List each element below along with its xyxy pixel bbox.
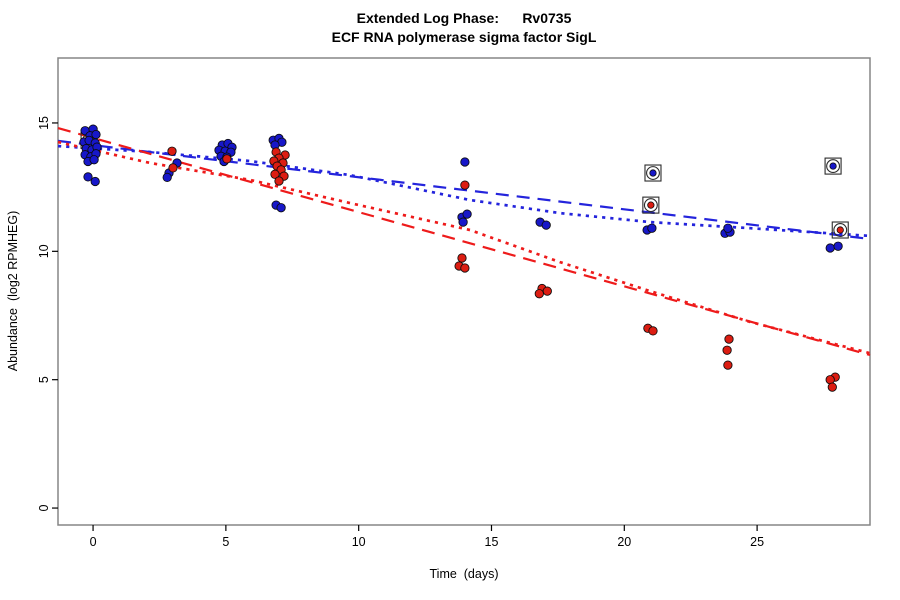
data-point-condition-red xyxy=(168,163,178,173)
data-point-condition-red xyxy=(222,154,232,164)
blue-smooth-fit-line xyxy=(57,144,871,238)
data-point-condition-red xyxy=(274,176,284,186)
data-point-condition-red xyxy=(457,253,467,263)
data-point-condition-blue xyxy=(460,157,470,167)
data-point-condition-red xyxy=(534,289,544,299)
outlier-circle-marker xyxy=(643,198,658,213)
data-point-condition-red xyxy=(167,146,177,156)
y-tick-label: 0 xyxy=(37,505,51,512)
data-point-condition-blue xyxy=(541,220,551,230)
data-point-condition-red xyxy=(827,382,837,392)
y-tick-label: 15 xyxy=(37,116,51,130)
data-point-condition-red xyxy=(542,286,552,296)
data-point-condition-blue xyxy=(276,203,286,213)
red-smooth-fit-line xyxy=(57,140,871,355)
outlier-data-point xyxy=(836,226,844,234)
outlier-square-marker xyxy=(644,164,662,182)
data-point-condition-blue xyxy=(90,176,100,187)
outlier-circle-marker xyxy=(826,159,841,174)
outlier-data-point xyxy=(647,201,655,209)
y-tick-label: 10 xyxy=(37,244,51,258)
chart-title: Extended Log Phase: Rv0735 xyxy=(356,10,572,26)
data-point-condition-red xyxy=(270,169,280,179)
data-point-condition-red xyxy=(460,263,470,273)
x-tick-label: 0 xyxy=(90,535,97,549)
x-tick-label: 25 xyxy=(750,535,764,549)
data-point-condition-blue xyxy=(825,243,835,253)
outlier-circle-marker xyxy=(646,166,660,180)
data-point-condition-red xyxy=(723,360,733,370)
data-point-condition-blue xyxy=(162,172,172,183)
chart-subtitle: ECF RNA polymerase sigma factor SigL xyxy=(331,29,597,45)
data-point-condition-blue xyxy=(723,223,733,233)
x-tick-label: 15 xyxy=(485,535,499,549)
outlier-data-point xyxy=(829,162,837,170)
y-tick-label: 5 xyxy=(37,376,51,383)
x-tick-label: 10 xyxy=(352,535,366,549)
data-point-condition-red xyxy=(648,326,658,336)
outlier-square-marker xyxy=(831,221,849,239)
data-point-condition-red xyxy=(724,334,734,344)
blue-linear-fit-line xyxy=(57,139,871,241)
outlier-circle-marker xyxy=(833,223,848,237)
data-point-condition-blue xyxy=(89,155,99,165)
data-point-condition-blue xyxy=(458,217,468,227)
data-point-condition-blue xyxy=(647,223,657,233)
data-point-condition-blue xyxy=(833,241,843,251)
outlier-square-marker xyxy=(824,157,842,175)
x-tick-label: 20 xyxy=(617,535,631,549)
outlier-square-marker xyxy=(642,196,660,214)
outlier-data-point xyxy=(649,169,657,177)
data-point-condition-red xyxy=(722,345,732,355)
data-point-condition-blue xyxy=(83,172,93,182)
data-point-condition-blue xyxy=(462,209,472,219)
plot-border xyxy=(57,57,871,526)
x-tick-label: 5 xyxy=(222,535,229,549)
data-point-condition-blue xyxy=(91,129,101,140)
x-axis-label: Time (days) xyxy=(429,567,499,581)
data-point-condition-red xyxy=(460,180,470,190)
